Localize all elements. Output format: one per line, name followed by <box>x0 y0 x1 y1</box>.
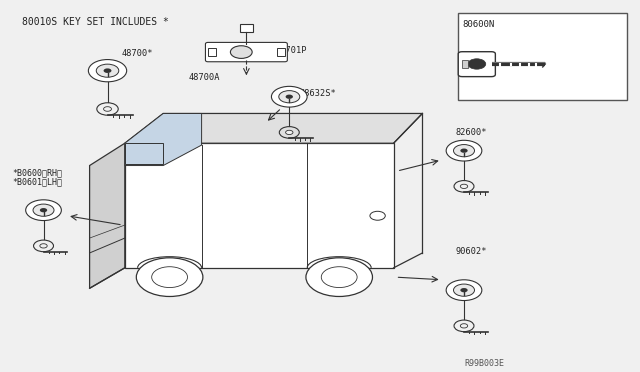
Text: *B0600〈RH〉: *B0600〈RH〉 <box>13 169 63 177</box>
Circle shape <box>279 91 300 103</box>
Text: 80010S KEY SET INCLUDES *: 80010S KEY SET INCLUDES * <box>22 17 169 27</box>
Text: 90602*: 90602* <box>456 247 487 256</box>
Circle shape <box>104 68 111 73</box>
Circle shape <box>306 258 372 296</box>
Polygon shape <box>125 113 422 143</box>
FancyBboxPatch shape <box>205 42 287 62</box>
Circle shape <box>370 211 385 220</box>
Text: 80600N: 80600N <box>462 20 494 29</box>
Polygon shape <box>90 143 125 288</box>
Text: 68632S*: 68632S* <box>300 89 336 98</box>
Polygon shape <box>240 24 253 32</box>
Circle shape <box>285 130 293 135</box>
Polygon shape <box>125 143 394 268</box>
Text: R99B003E: R99B003E <box>465 359 504 368</box>
Circle shape <box>446 140 482 161</box>
Text: 48700A: 48700A <box>189 73 220 82</box>
Circle shape <box>285 94 293 99</box>
Circle shape <box>454 145 474 157</box>
Circle shape <box>40 244 47 248</box>
Circle shape <box>26 200 61 221</box>
Circle shape <box>454 284 474 296</box>
Bar <box>458 13 627 100</box>
Circle shape <box>40 208 47 212</box>
Circle shape <box>104 107 111 111</box>
Text: 48700*: 48700* <box>122 49 153 58</box>
Circle shape <box>33 204 54 216</box>
Text: *B0601〈LH〉: *B0601〈LH〉 <box>13 178 63 187</box>
Text: 82600*: 82600* <box>456 128 487 137</box>
Circle shape <box>460 184 468 189</box>
Polygon shape <box>125 113 202 166</box>
Circle shape <box>468 59 486 69</box>
Bar <box>208 48 216 56</box>
Circle shape <box>460 148 468 153</box>
Circle shape <box>96 64 119 77</box>
Circle shape <box>460 288 468 292</box>
Text: 48701P: 48701P <box>275 46 307 55</box>
Circle shape <box>271 86 307 107</box>
Circle shape <box>136 258 203 296</box>
Circle shape <box>88 60 127 82</box>
Bar <box>277 48 285 56</box>
FancyBboxPatch shape <box>458 52 495 77</box>
Bar <box>125 143 163 164</box>
Circle shape <box>460 324 468 328</box>
Circle shape <box>446 280 482 301</box>
Bar <box>462 60 468 68</box>
Circle shape <box>230 46 252 58</box>
